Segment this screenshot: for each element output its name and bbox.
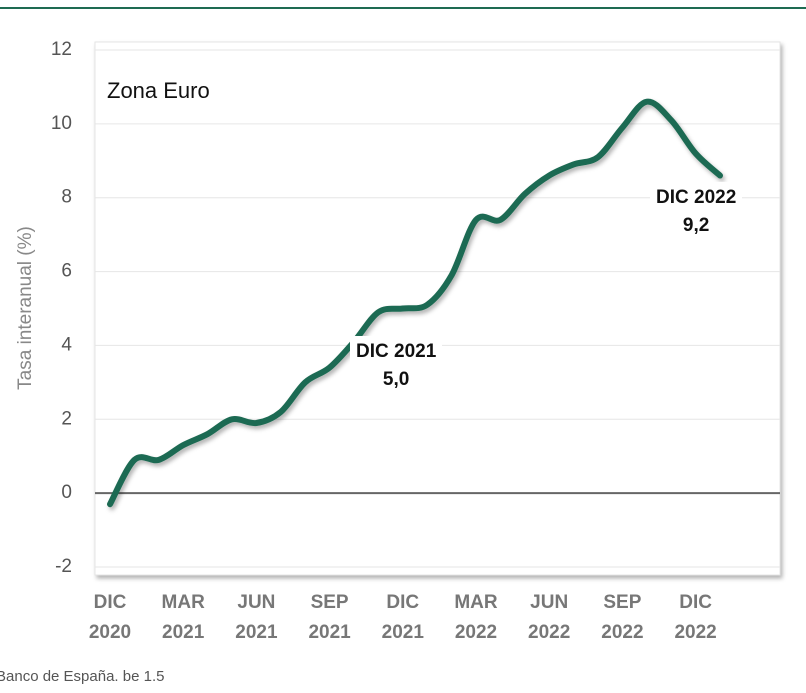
x-tick-label: MAR 2021 [161, 592, 205, 643]
annotation: DIC 2022 9,2 [650, 182, 743, 242]
x-tick-label: SEP 2021 [308, 592, 351, 643]
annotation-label: DIC 2022 [656, 187, 737, 208]
y-tick-label: 12 [51, 39, 72, 60]
y-tick-label: 2 [61, 408, 72, 429]
annotation-value: 5,0 [382, 369, 410, 390]
y-tick-label: -2 [55, 556, 72, 577]
source: Banco de España. be 1.5 [0, 668, 165, 685]
y-tick-label: 8 [61, 187, 72, 208]
plot-area [94, 41, 781, 576]
x-tick-label: DIC 2020 [88, 592, 132, 643]
y-axis-label: Tasa interanual (%) [15, 226, 36, 390]
panel-label: Zona Euro [107, 78, 210, 103]
y-tick-label: 6 [61, 261, 72, 282]
x-tick-label: DIC 2022 [674, 592, 717, 643]
series-line [107, 98, 723, 508]
y-tick-label: 10 [51, 113, 72, 134]
y-tick-label: 0 [61, 482, 72, 503]
annotation: DIC 2021 5,0 [350, 336, 443, 396]
x-tick-label: JUN 2022 [528, 592, 571, 643]
x-tick-label: SEP 2022 [601, 592, 644, 643]
annotation-value: 9,2 [682, 215, 710, 236]
y-tick-label: 4 [61, 334, 72, 355]
annotation-label: DIC 2021 [356, 341, 437, 362]
x-tick-label: MAR 2022 [454, 592, 498, 643]
x-tick-label: DIC 2021 [381, 592, 424, 643]
x-tick-label: JUN 2021 [235, 592, 278, 643]
